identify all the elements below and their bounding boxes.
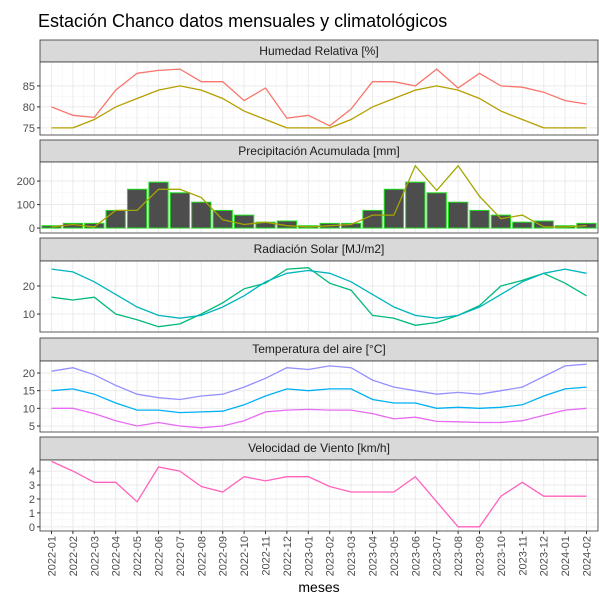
y-tick-label: 200: [17, 176, 35, 188]
line: [51, 267, 587, 328]
x-tick-label: 2023-06: [410, 536, 422, 576]
x-tick-label: 2023-10: [496, 536, 508, 576]
line: [51, 460, 587, 528]
bar: [512, 221, 533, 229]
x-tick-label: 2023-07: [432, 536, 444, 576]
bar: [533, 220, 554, 229]
bar: [126, 188, 148, 229]
x-tick-label: 2023-05: [389, 536, 401, 576]
y-tick-label: 4: [29, 466, 35, 478]
x-tick-label: 2023-12: [539, 536, 551, 576]
panel-title: Humedad Relativa [%]: [259, 44, 378, 58]
bar: [191, 201, 212, 229]
x-tick-label: 2024-02: [582, 536, 594, 576]
x-tick-label: 2022-05: [132, 536, 144, 576]
x-tick-label: 2023-08: [453, 536, 465, 576]
x-axis-label: meses: [298, 579, 339, 595]
line: [51, 407, 587, 429]
bar: [233, 214, 255, 229]
chart-title: Estación Chanco datos mensuales y climat…: [38, 11, 447, 31]
x-tick-label: 2022-11: [261, 536, 273, 576]
panel-title: Temperatura del aire [°C]: [252, 342, 386, 356]
x-tick-label: 2022-07: [175, 536, 187, 576]
y-tick-label: 10: [23, 403, 35, 415]
y-tick-label: 2: [29, 494, 35, 506]
bar: [405, 181, 426, 229]
x-tick-label: 2023-09: [475, 536, 487, 576]
line: [51, 268, 587, 319]
bar: [426, 192, 447, 229]
bar: [469, 209, 490, 229]
bar: [169, 192, 191, 229]
x-tick-label: 2022-10: [239, 536, 251, 576]
y-tick-label: 80: [23, 102, 35, 114]
line: [51, 85, 587, 129]
bar: [383, 188, 405, 229]
y-tick-label: 20: [23, 281, 35, 293]
panel-border: [39, 360, 599, 433]
y-tick-label: 20: [23, 368, 35, 380]
line: [51, 363, 587, 401]
x-tick-label: 2022-08: [196, 536, 208, 576]
x-tick-label: 2022-03: [89, 536, 101, 576]
x-tick-label: 2023-04: [368, 536, 380, 576]
bar: [340, 222, 362, 229]
bar: [362, 209, 383, 229]
panel-title: Velocidad de Viento [km/h]: [248, 441, 390, 455]
y-tick-label: 75: [23, 123, 35, 135]
panel-border: [39, 61, 599, 136]
y-tick-label: 0: [29, 522, 35, 534]
x-tick-label: 2023-02: [325, 536, 337, 576]
y-tick-label: 100: [17, 200, 35, 212]
panel-title: Radiación Solar [MJ/m2]: [254, 242, 385, 256]
x-tick-label: 2024-01: [560, 536, 572, 576]
x-tick-label: 2023-11: [517, 536, 529, 576]
line: [51, 164, 587, 228]
line: [51, 386, 587, 414]
y-tick-label: 5: [29, 421, 35, 433]
x-tick-label: 2022-06: [154, 536, 166, 576]
panel-border: [39, 260, 599, 333]
panel-border: [39, 161, 599, 234]
y-tick-label: 10: [23, 309, 35, 321]
bar: [105, 209, 126, 229]
y-tick-label: 1: [29, 508, 35, 520]
x-tick-label: 2022-12: [282, 536, 294, 576]
y-tick-label: 85: [23, 81, 35, 93]
x-tick-label: 2023-03: [346, 536, 358, 576]
x-tick-label: 2022-01: [47, 536, 59, 576]
panel-title: Precipitación Acumulada [mm]: [238, 144, 399, 158]
y-tick-label: 15: [23, 386, 35, 398]
line: [51, 68, 587, 127]
x-tick-label: 2022-02: [68, 536, 80, 576]
y-tick-label: 0: [29, 223, 35, 235]
x-tick-label: 2022-04: [111, 536, 123, 576]
x-tick-label: 2022-09: [218, 536, 230, 576]
panel-border: [39, 459, 599, 532]
y-tick-label: 3: [29, 480, 35, 492]
bar: [447, 201, 469, 229]
x-tick-label: 2023-01: [303, 536, 315, 576]
